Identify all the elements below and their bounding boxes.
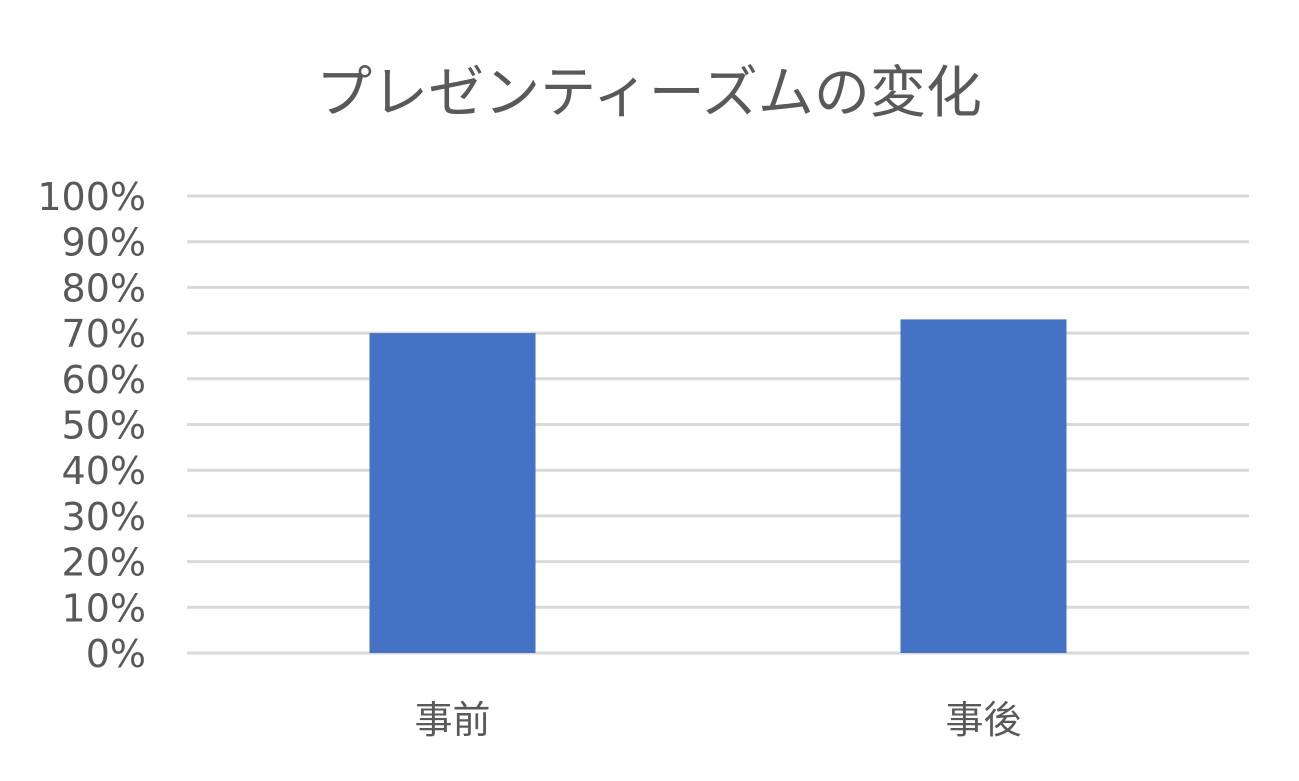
y-tick-label: 70% [62,312,146,356]
y-axis-tick-labels: 0%10%20%30%40%50%60%70%80%90%100% [37,175,146,676]
x-tick-label: 事前 [414,698,490,742]
y-tick-label: 90% [62,221,146,265]
y-tick-label: 50% [62,404,146,448]
bars [369,319,1067,653]
gridlines [187,194,1249,655]
y-tick-label: 80% [62,266,146,310]
chart-title: プレゼンティーズムの変化 [316,61,982,126]
y-tick-label: 10% [62,586,146,630]
bar-1 [369,333,536,653]
y-tick-label: 40% [62,449,146,493]
bar-2 [900,319,1067,653]
y-tick-label: 30% [62,495,146,539]
x-tick-label: 事後 [945,698,1021,742]
y-tick-label: 60% [62,358,146,402]
x-axis-tick-labels: 事前 事後 [414,698,1021,742]
y-tick-label: 20% [62,541,146,585]
y-tick-label: 100% [37,175,146,219]
y-tick-label: 0% [86,632,146,676]
